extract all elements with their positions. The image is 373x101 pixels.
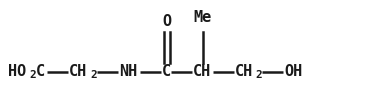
Text: OH: OH — [284, 65, 302, 79]
Text: Me: Me — [194, 11, 212, 25]
Text: 2: 2 — [90, 70, 97, 80]
Text: 2: 2 — [255, 70, 262, 80]
Text: C: C — [36, 65, 45, 79]
Text: C: C — [162, 65, 171, 79]
Text: O: O — [162, 15, 172, 29]
Text: CH: CH — [235, 65, 253, 79]
Text: CH: CH — [69, 65, 87, 79]
Text: CH: CH — [193, 65, 211, 79]
Text: 2: 2 — [29, 70, 36, 80]
Text: HO: HO — [8, 65, 26, 79]
Text: NH: NH — [119, 65, 137, 79]
